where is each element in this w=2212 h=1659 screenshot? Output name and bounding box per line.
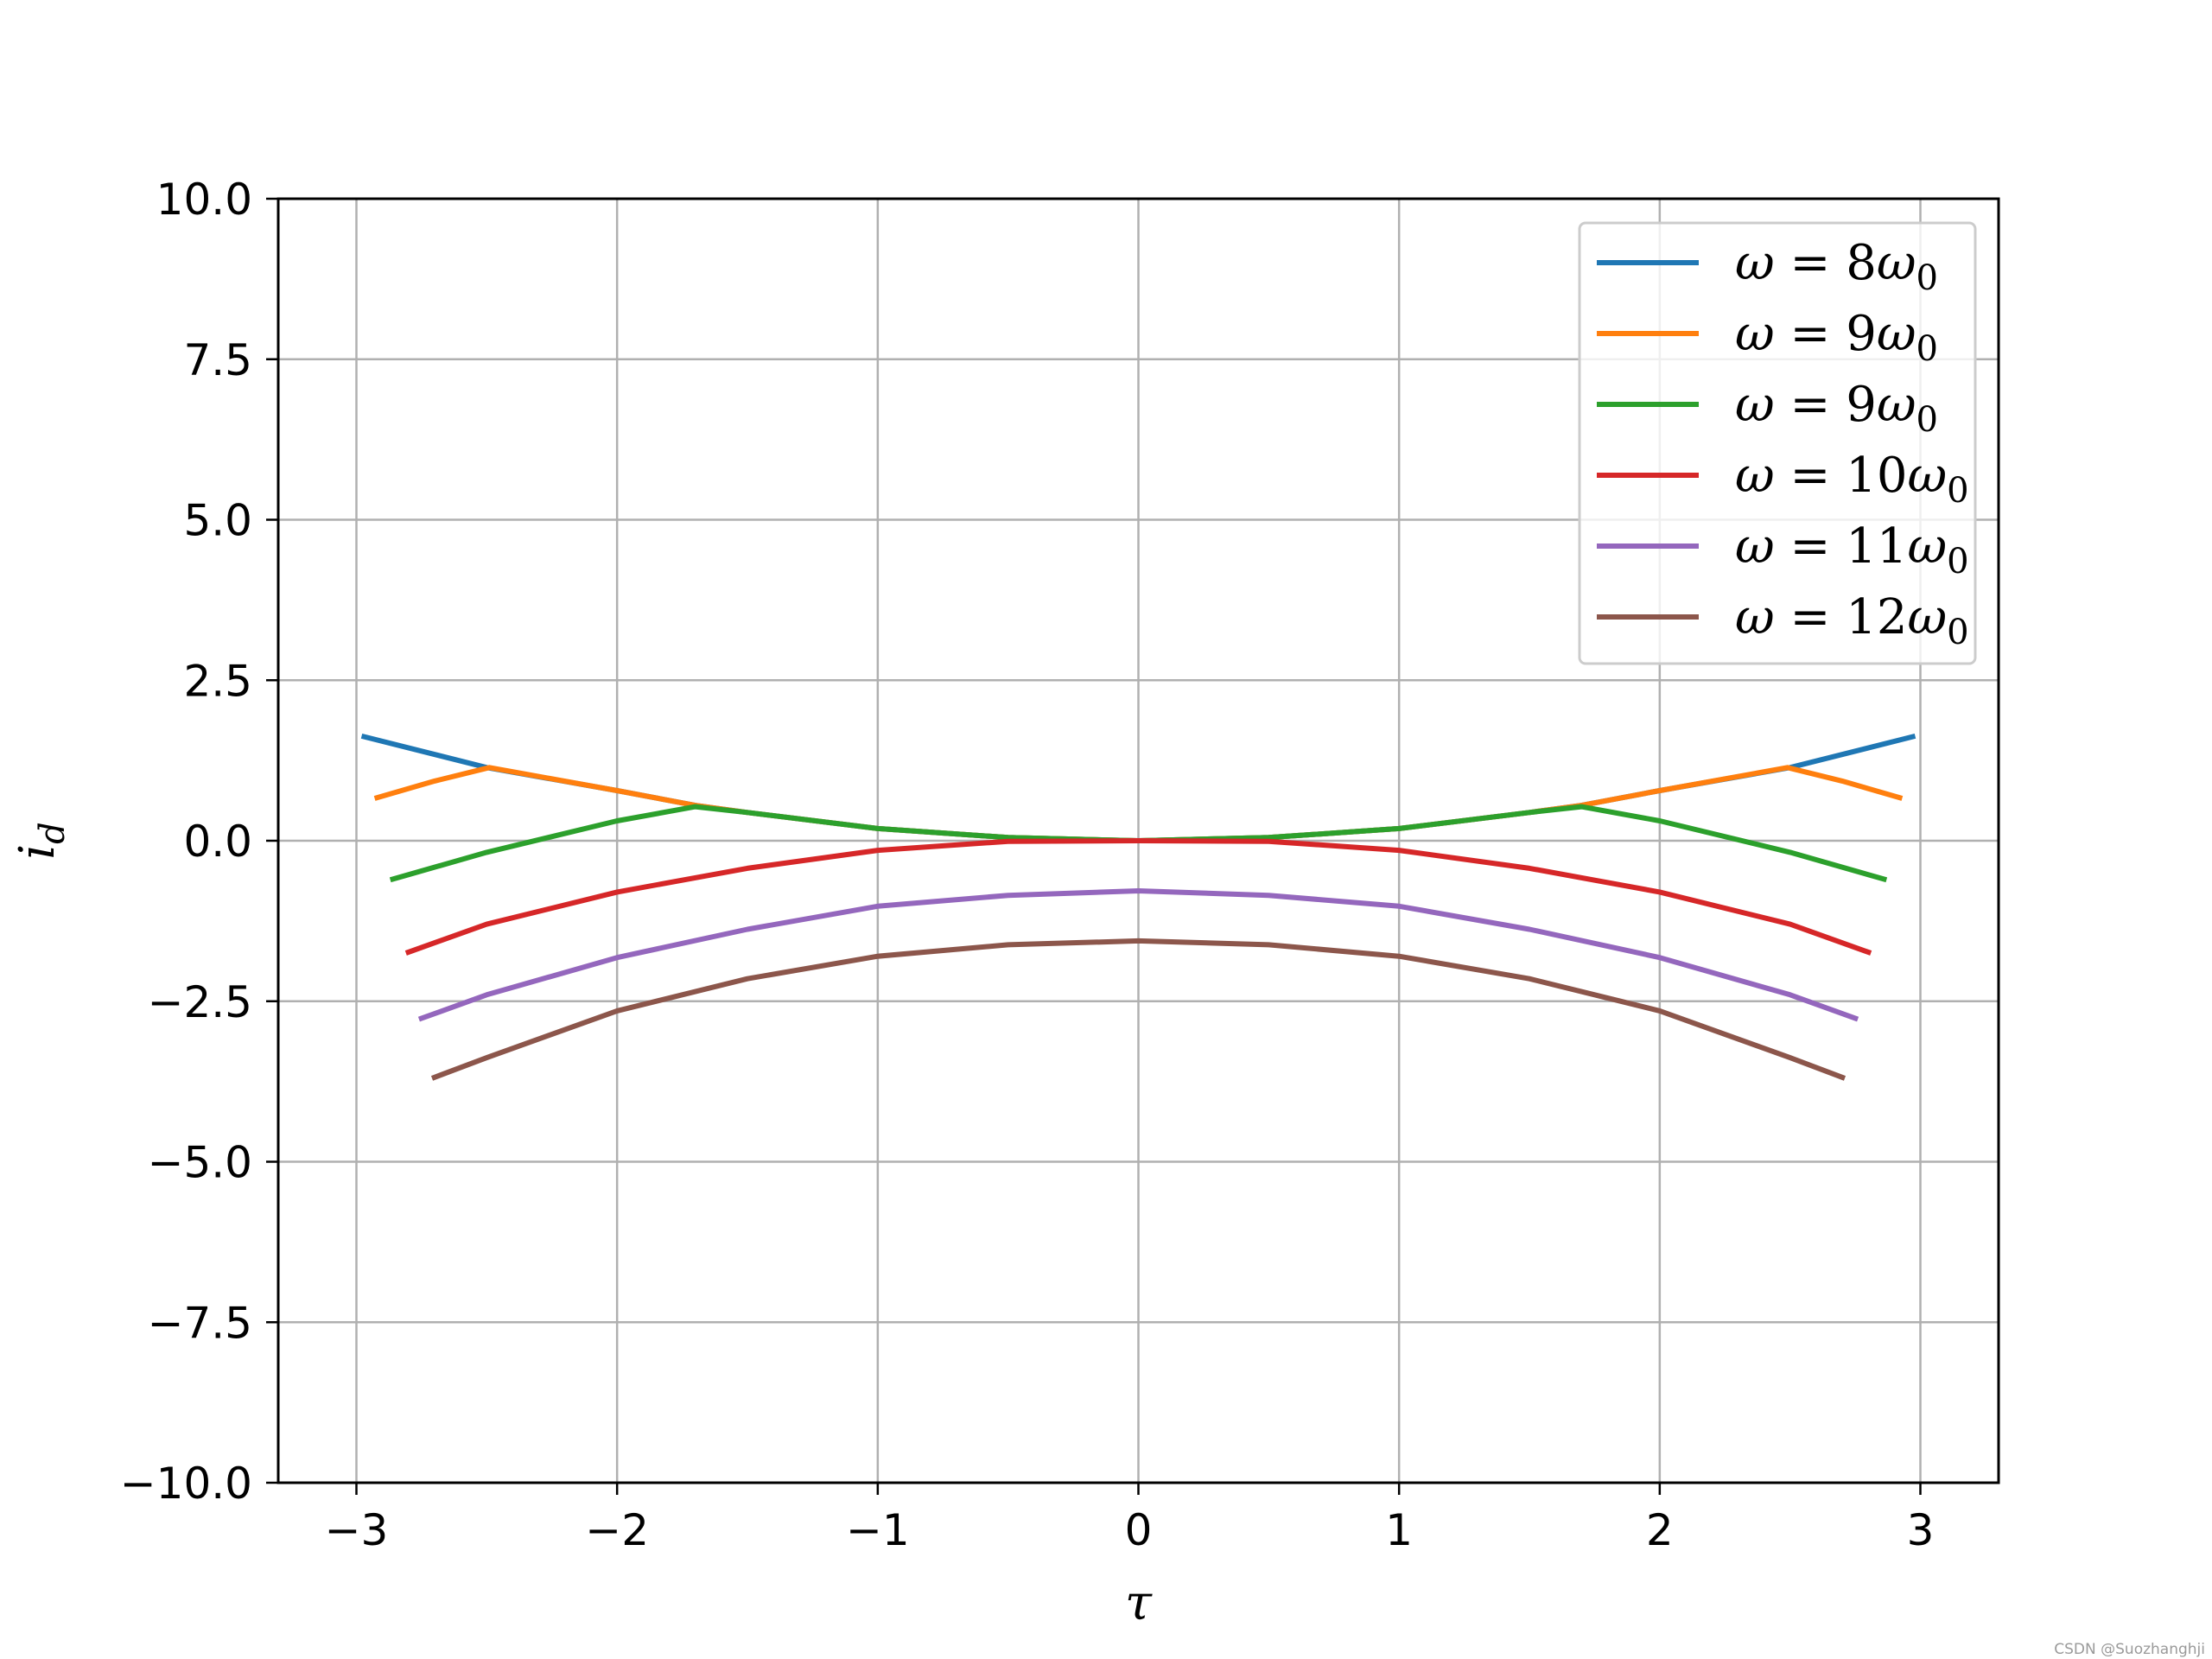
legend-label: ω = 8ω0 [1735, 235, 1938, 298]
axis-ticks: −3 −2 −1 0 1 2 3 10.0 7.5 5.0 2.5 0.0 −2.5 −5.0 −7.5 −1… [120, 175, 1935, 1555]
y-axis-label-symbol: i [10, 844, 66, 860]
y-tick-label: 2.5 [183, 656, 252, 706]
legend-label: ω = 10ω0 [1735, 448, 1969, 511]
series-lines [360, 733, 1916, 1081]
legend-label: ω = 9ω0 [1735, 377, 1938, 440]
y-tick-label: 5.0 [183, 496, 252, 546]
x-tick-label: 1 [1385, 1505, 1413, 1555]
x-tick-label: 3 [1907, 1505, 1935, 1555]
legend-label: ω = 11ω0 [1735, 518, 1969, 582]
series-line-4 [404, 838, 1872, 956]
y-axis-label: id [10, 822, 73, 860]
legend-label: ω = 9ω0 [1735, 306, 1938, 369]
y-tick-label: 7.5 [183, 335, 252, 385]
y-tick-label: −5.0 [148, 1138, 252, 1188]
x-tick-label: −3 [325, 1505, 389, 1555]
legend: ω = 8ω0 ω = 9ω0 ω = 9ω0 ω = 10ω0 ω = 11ω0 ω =… [1578, 221, 1977, 665]
y-tick-label: 10.0 [156, 175, 252, 225]
y-axis-label-subscript: d [33, 822, 73, 844]
x-tick-label: 0 [1125, 1505, 1153, 1555]
y-tick-label: 0.0 [183, 817, 252, 867]
x-axis-label: τ [1125, 1575, 1153, 1631]
series-line-5 [417, 888, 1859, 1022]
series-line-6 [430, 938, 1847, 1081]
watermark-text: CSDN @Suozhanghji [2054, 1641, 2205, 1658]
y-tick-label: −7.5 [148, 1298, 252, 1348]
y-tick-label: −2.5 [148, 977, 252, 1027]
x-tick-label: −2 [585, 1505, 649, 1555]
legend-label: ω = 12ω0 [1735, 589, 1969, 652]
y-tick-label: −10.0 [120, 1459, 252, 1509]
x-tick-label: 2 [1646, 1505, 1674, 1555]
x-tick-label: −1 [846, 1505, 910, 1555]
